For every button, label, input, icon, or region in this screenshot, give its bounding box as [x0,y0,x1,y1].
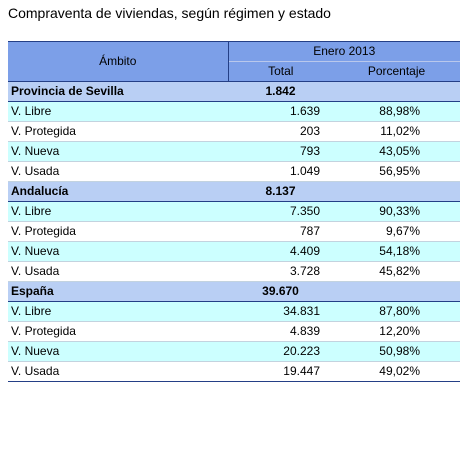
page-title: Compraventa de viviendas, según régimen … [8,5,331,21]
row-percentage: 43,05% [333,141,460,162]
table-row: V. Nueva 4.409 54,18% [8,241,460,262]
row-total: 1.049 [228,161,333,182]
row-label: V. Nueva [8,141,228,162]
row-percentage: 56,95% [333,161,460,182]
header-porcentaje: Porcentaje [333,61,460,82]
row-percentage: 87,80% [333,301,460,322]
section-empty-cell [333,81,460,102]
row-percentage: 54,18% [333,241,460,262]
header-ambito: Ámbito [8,41,229,82]
row-total: 19.447 [228,361,333,382]
table-row: V. Libre 1.639 88,98% [8,101,460,122]
table-header: Ámbito Enero 2013 Total Porcentaje [8,41,460,82]
housing-sales-table: Ámbito Enero 2013 Total Porcentaje Provi… [8,41,460,382]
row-total: 3.728 [228,261,333,282]
row-label: V. Protegida [8,321,228,342]
row-label: V. Protegida [8,121,228,142]
row-total: 34.831 [228,301,333,322]
row-total: 4.409 [228,241,333,262]
row-percentage: 49,02% [333,361,460,382]
row-total: 787 [228,221,333,242]
section-row: España 39.670 [8,281,460,302]
table-row: V. Usada 3.728 45,82% [8,261,460,282]
row-total: 793 [228,141,333,162]
row-percentage: 9,67% [333,221,460,242]
row-percentage: 88,98% [333,101,460,122]
section-row: Andalucía 8.137 [8,181,460,202]
header-period: Enero 2013 [228,41,460,62]
row-label: V. Nueva [8,241,228,262]
table-row: V. Usada 1.049 56,95% [8,161,460,182]
row-total: 4.839 [228,321,333,342]
row-percentage: 50,98% [333,341,460,362]
row-total: 203 [228,121,333,142]
row-label: V. Usada [8,361,228,382]
section-name: Andalucía [8,181,228,202]
section-total: 8.137 [228,181,333,202]
row-label: V. Libre [8,101,228,122]
table-row: V. Protegida 4.839 12,20% [8,321,460,342]
row-label: V. Libre [8,201,228,222]
section-row: Provincia de Sevilla 1.842 [8,81,460,102]
table-row: V. Nueva 20.223 50,98% [8,341,460,362]
section-empty-cell [333,281,460,302]
section-empty-cell [333,181,460,202]
table-row: V. Libre 34.831 87,80% [8,301,460,322]
section-total: 1.842 [228,81,333,102]
row-percentage: 11,02% [333,121,460,142]
row-total: 1.639 [228,101,333,122]
row-total: 7.350 [228,201,333,222]
table-row: V. Protegida 787 9,67% [8,221,460,242]
section-name: España [8,281,228,302]
row-label: V. Usada [8,261,228,282]
row-label: V. Protegida [8,221,228,242]
row-label: V. Libre [8,301,228,322]
section-total: 39.670 [228,281,333,302]
table-row: V. Usada 19.447 49,02% [8,361,460,382]
section-name: Provincia de Sevilla [8,81,228,102]
table-row: V. Protegida 203 11,02% [8,121,460,142]
table-row: V. Libre 7.350 90,33% [8,201,460,222]
row-label: V. Usada [8,161,228,182]
table-row: V. Nueva 793 43,05% [8,141,460,162]
row-percentage: 90,33% [333,201,460,222]
row-label: V. Nueva [8,341,228,362]
row-percentage: 12,20% [333,321,460,342]
header-total: Total [228,61,333,82]
row-total: 20.223 [228,341,333,362]
row-percentage: 45,82% [333,261,460,282]
